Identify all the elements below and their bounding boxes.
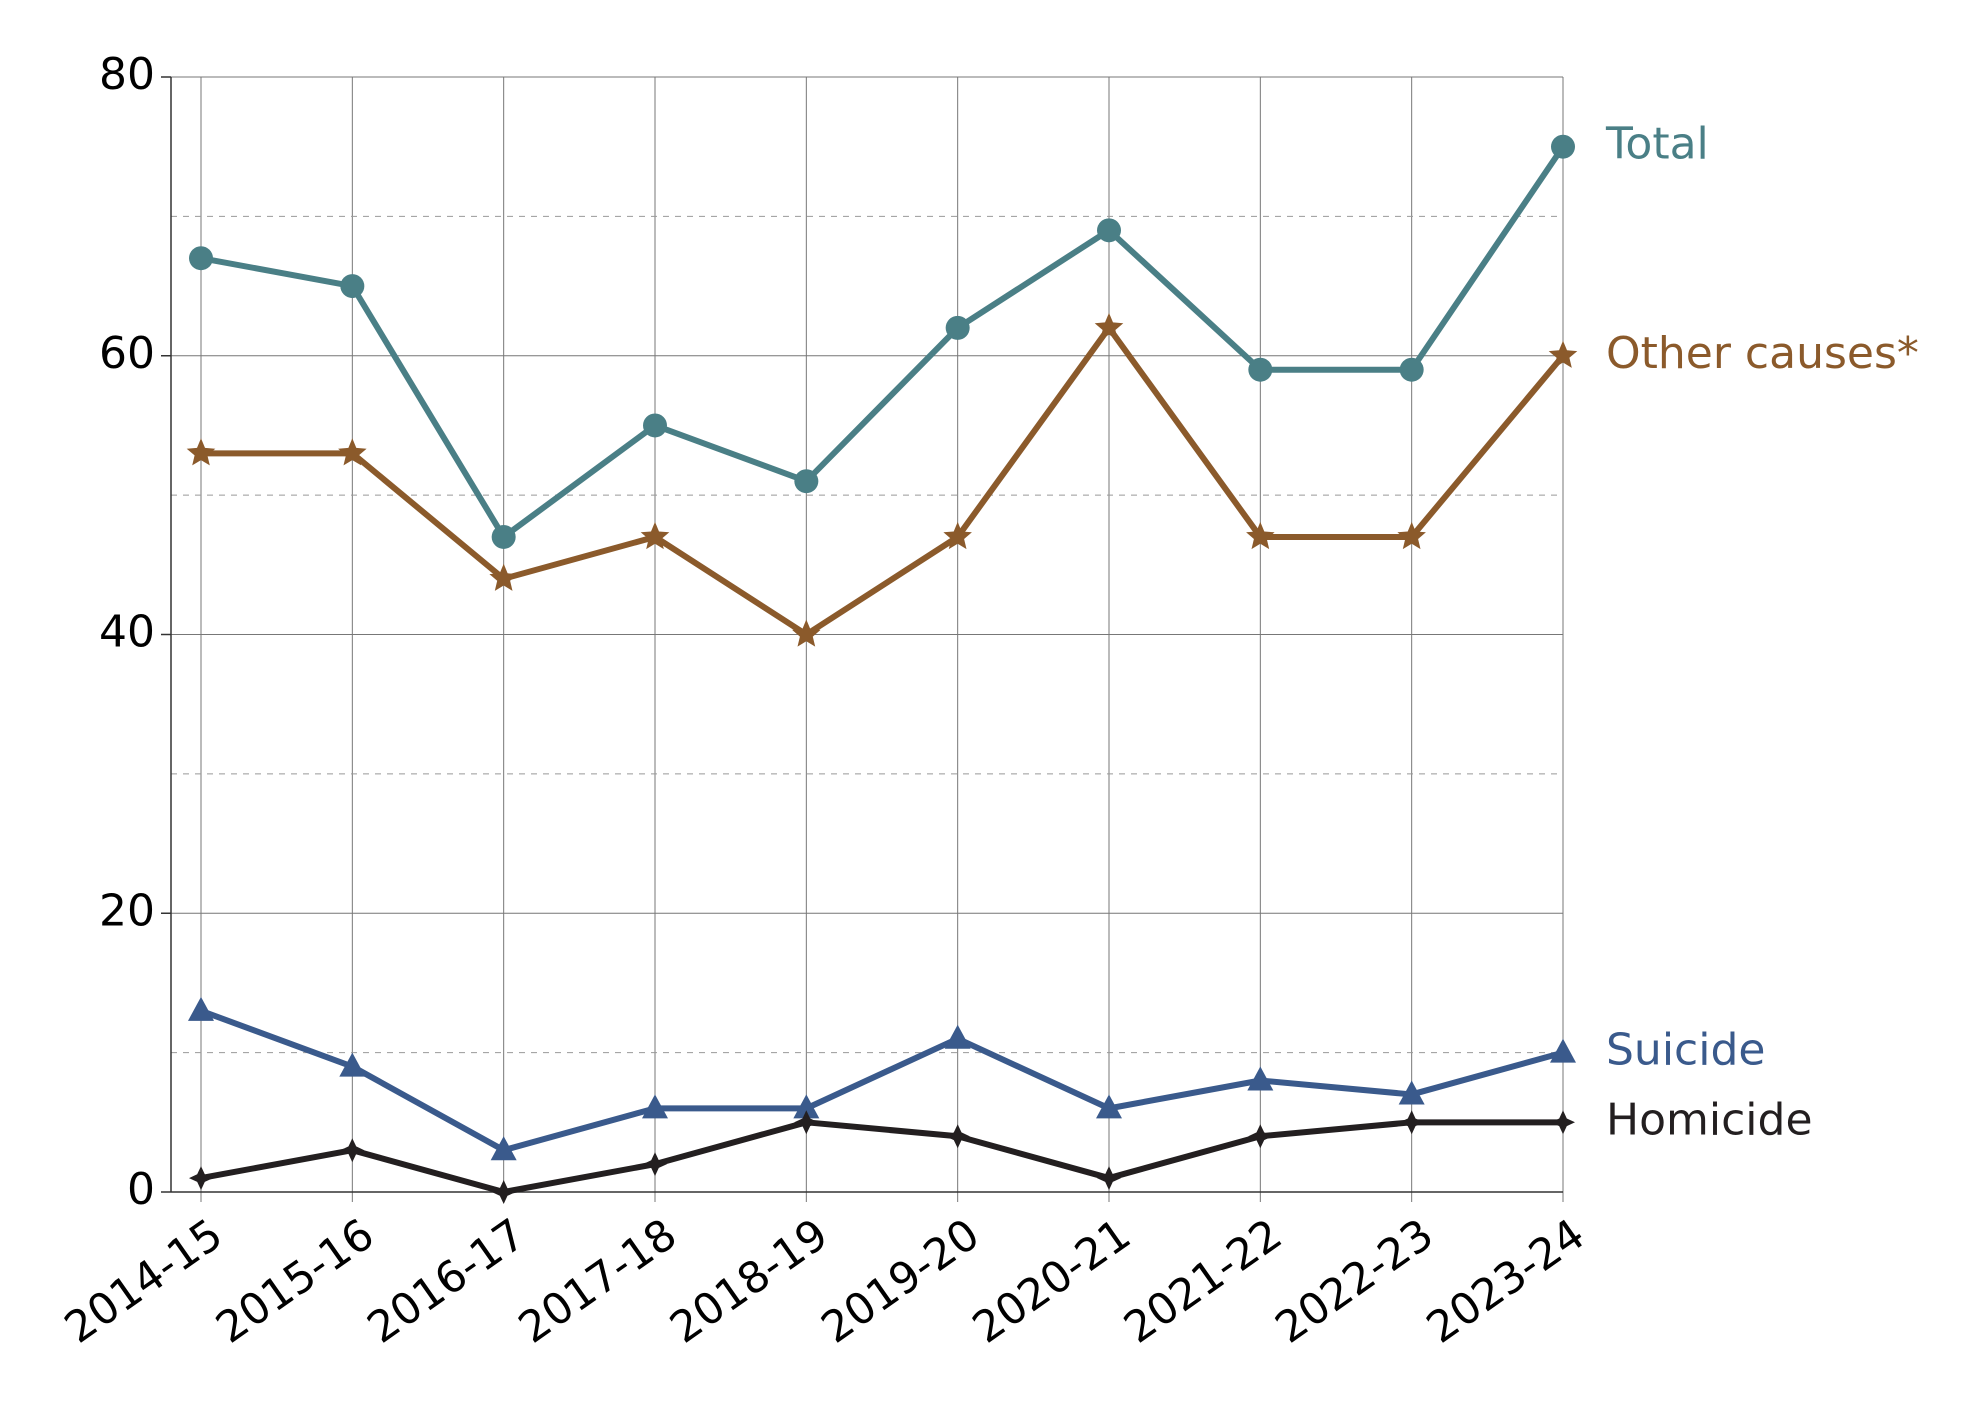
marker bbox=[338, 438, 367, 466]
marker bbox=[1551, 134, 1575, 159]
marker bbox=[1399, 357, 1424, 382]
marker bbox=[189, 1166, 213, 1191]
x-tick-label: 2023-24 bbox=[1418, 1209, 1594, 1353]
series-line bbox=[200, 145, 1566, 540]
series-label: Other causes* bbox=[1606, 328, 1919, 379]
marker bbox=[186, 438, 216, 466]
series-label: Homicide bbox=[1606, 1094, 1813, 1145]
marker bbox=[1399, 1110, 1424, 1135]
marker bbox=[188, 996, 214, 1021]
marker bbox=[1247, 1066, 1274, 1091]
marker bbox=[643, 413, 667, 438]
marker bbox=[640, 521, 670, 550]
marker bbox=[643, 1152, 667, 1177]
marker bbox=[1548, 340, 1578, 368]
marker bbox=[1246, 521, 1275, 550]
x-tick-label: 2019-20 bbox=[813, 1209, 989, 1353]
marker bbox=[642, 1094, 668, 1119]
marker bbox=[189, 246, 213, 271]
marker bbox=[340, 274, 365, 299]
marker bbox=[793, 1094, 820, 1119]
marker bbox=[943, 521, 972, 550]
marker bbox=[491, 1180, 516, 1204]
x-tick-label: 2016-17 bbox=[359, 1209, 535, 1353]
marker bbox=[340, 1138, 365, 1163]
marker bbox=[1097, 218, 1121, 243]
marker bbox=[944, 1024, 971, 1049]
marker bbox=[1248, 1124, 1273, 1149]
marker bbox=[1248, 357, 1273, 382]
marker bbox=[489, 563, 518, 591]
marker bbox=[339, 1052, 366, 1077]
series-label: Total bbox=[1605, 119, 1709, 170]
x-tick-label: 2017-18 bbox=[510, 1209, 686, 1353]
marker bbox=[1397, 521, 1426, 550]
x-tick-label: 2018-19 bbox=[661, 1209, 837, 1353]
series-line bbox=[200, 1119, 1563, 1195]
marker bbox=[792, 619, 821, 647]
marker bbox=[794, 469, 819, 494]
marker bbox=[1551, 1110, 1575, 1135]
series-line bbox=[199, 1007, 1564, 1154]
x-tick-label: 2014-15 bbox=[56, 1209, 232, 1353]
y-tick-label: 80 bbox=[99, 49, 155, 100]
marker bbox=[1096, 1094, 1122, 1119]
marker bbox=[1398, 1080, 1425, 1105]
marker bbox=[490, 1136, 517, 1161]
x-tick-label: 2022-23 bbox=[1267, 1209, 1443, 1353]
marker bbox=[1094, 312, 1124, 340]
marker bbox=[491, 524, 516, 549]
marker bbox=[945, 1124, 970, 1149]
marker bbox=[794, 1110, 819, 1135]
series-line bbox=[201, 324, 1566, 638]
y-tick-label: 0 bbox=[127, 1164, 155, 1215]
x-tick-label: 2015-16 bbox=[207, 1209, 383, 1353]
x-tick-label: 2021-22 bbox=[1115, 1209, 1291, 1353]
y-tick-label: 40 bbox=[99, 607, 155, 658]
marker bbox=[1550, 1038, 1576, 1063]
marker bbox=[1097, 1166, 1121, 1191]
y-tick-label: 20 bbox=[99, 885, 155, 936]
series-label: Suicide bbox=[1606, 1025, 1765, 1076]
x-tick-label: 2020-21 bbox=[964, 1209, 1140, 1353]
y-tick-label: 60 bbox=[99, 328, 155, 379]
marker bbox=[945, 315, 970, 340]
